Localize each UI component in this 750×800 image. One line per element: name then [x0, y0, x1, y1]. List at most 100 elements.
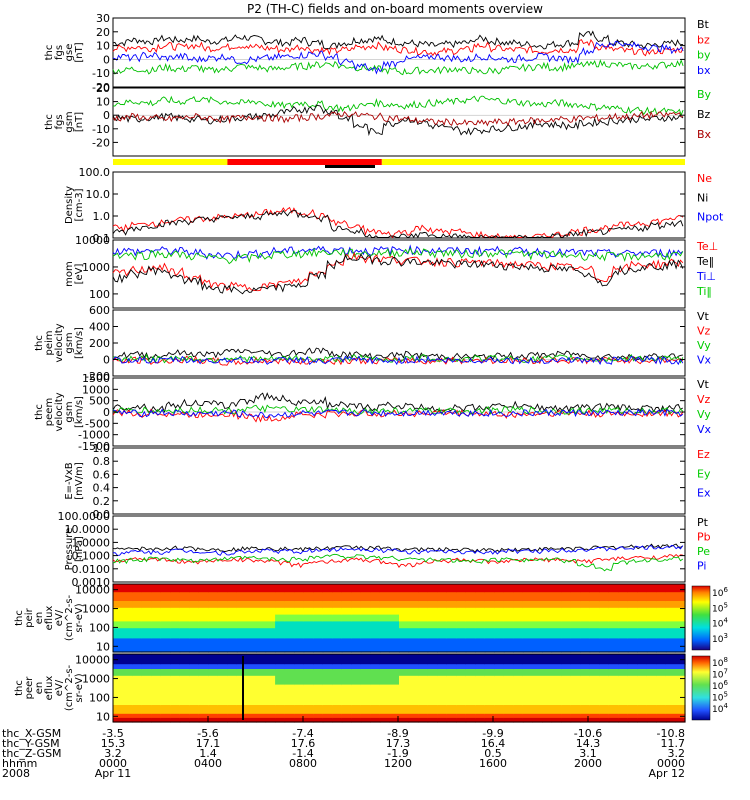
spectrogram-cell	[132, 638, 143, 653]
legend-label: Ti‖	[696, 285, 712, 298]
spectrogram-cell	[303, 607, 314, 616]
spectrogram-cell	[456, 601, 467, 609]
spectrogram-cell	[589, 675, 600, 706]
spectrogram-cell	[427, 675, 438, 706]
y-tick-label: 400	[89, 321, 110, 334]
spectrogram-cell	[122, 705, 133, 715]
spectrogram-cell	[332, 607, 343, 616]
spectrogram-cell	[322, 717, 333, 723]
spectrogram-cell	[408, 638, 419, 653]
spectrogram-cell	[303, 664, 314, 670]
x-tick-label: 16.4	[481, 737, 506, 750]
y-axis-label: [cm-3]	[74, 188, 85, 221]
x-tick-label: -1.4	[292, 747, 313, 760]
spectrogram-cell	[465, 584, 476, 593]
spectrogram-cell	[256, 705, 267, 715]
spectrogram-cell	[513, 713, 524, 719]
spectrogram-cell	[465, 621, 476, 629]
spectrogram-cell	[170, 621, 181, 629]
spectrogram-cell	[656, 592, 667, 602]
spectrogram-cell	[599, 607, 610, 622]
spectrogram-cell	[351, 592, 362, 602]
y-axis-label: sr-eV)	[74, 603, 85, 632]
spectrogram-cell	[561, 638, 572, 653]
spectrogram-cell	[132, 607, 143, 622]
spectrogram-cell	[418, 584, 429, 593]
spectrogram-cell	[217, 669, 228, 677]
spectrogram-cell	[351, 584, 362, 593]
spectrogram-cell	[503, 584, 514, 593]
spectrogram-cell	[542, 638, 553, 653]
spectrogram-cell	[132, 664, 143, 670]
spectrogram-cell	[170, 705, 181, 715]
spectrogram-cell	[132, 705, 143, 715]
spectrogram-cell	[475, 621, 486, 629]
spectrogram-cell	[265, 621, 276, 629]
spectrogram-cell	[341, 669, 352, 686]
spectrogram-cell	[494, 675, 505, 706]
series-line-By	[112, 95, 684, 117]
spectrogram-cell	[456, 654, 467, 665]
spectrogram-cell	[303, 592, 314, 602]
spectrogram-cell	[580, 654, 591, 665]
spectrogram-cell	[427, 664, 438, 670]
spectrogram-cell	[570, 664, 581, 670]
spectrogram-cell	[275, 654, 286, 665]
spectrogram-cell	[360, 705, 371, 715]
spectrogram-cell	[627, 675, 638, 706]
spectrogram-cell	[236, 713, 247, 719]
spectrogram-cell	[132, 654, 143, 665]
spectrogram-cell	[656, 664, 667, 670]
spectrogram-cell	[322, 654, 333, 665]
spectrogram-cell	[494, 664, 505, 670]
spectrogram-cell	[179, 628, 190, 639]
spectrogram-cell	[122, 675, 133, 706]
spectrogram-cell	[322, 621, 333, 639]
series-line-Vt	[112, 347, 683, 361]
spectrogram-cell	[217, 592, 228, 602]
spectrogram-cell	[303, 601, 314, 609]
colorbar-tick-label: 106	[712, 586, 728, 599]
spectrogram-cell	[160, 592, 171, 602]
spectrogram-cell	[246, 713, 257, 719]
spectrogram-cell	[570, 601, 581, 609]
spectrogram-cell	[494, 601, 505, 609]
spectrogram-cell	[608, 675, 619, 706]
mode-marker	[325, 165, 375, 168]
spectrogram-cell	[456, 592, 467, 602]
spectrogram-cell	[256, 664, 267, 670]
spectrogram-cell	[141, 705, 152, 715]
legend-label: Ni	[697, 191, 708, 204]
y-axis-label: [nT]	[74, 42, 85, 62]
spectrogram-cell	[370, 614, 381, 622]
spectrogram-cell	[456, 717, 467, 723]
spectrogram-cell	[475, 638, 486, 653]
spectrogram-cell	[446, 664, 457, 670]
spectrogram-cell	[275, 705, 286, 715]
spectrogram-cell	[408, 705, 419, 715]
legend-label: Bt	[697, 18, 710, 31]
y-tick-label: 0	[103, 354, 110, 367]
spectrogram-cell	[618, 601, 629, 609]
spectrogram-cell	[151, 621, 162, 629]
spectrogram-cell	[561, 705, 572, 715]
spectrogram-cell	[542, 601, 553, 609]
spectrogram-cell	[399, 638, 410, 653]
spectrogram-cell	[570, 592, 581, 602]
spectrogram-cell	[141, 669, 152, 677]
spectrogram-cell	[561, 675, 572, 706]
spectrogram-cell	[246, 654, 257, 665]
spectrogram-cell	[399, 654, 410, 665]
spectrogram-cell	[599, 638, 610, 653]
spectrogram-cell	[646, 601, 657, 609]
spectrogram-cell	[465, 592, 476, 602]
y-tick-label: 0.1000	[72, 550, 111, 563]
spectrogram-cell	[551, 705, 562, 715]
y-tick-label: 0.6	[93, 468, 111, 481]
spectrogram-cell	[284, 669, 295, 686]
spectrogram-cell	[256, 713, 267, 719]
spectrogram-cell	[618, 675, 629, 706]
spectrogram-cell	[494, 621, 505, 629]
spectrogram-cell	[313, 638, 324, 653]
